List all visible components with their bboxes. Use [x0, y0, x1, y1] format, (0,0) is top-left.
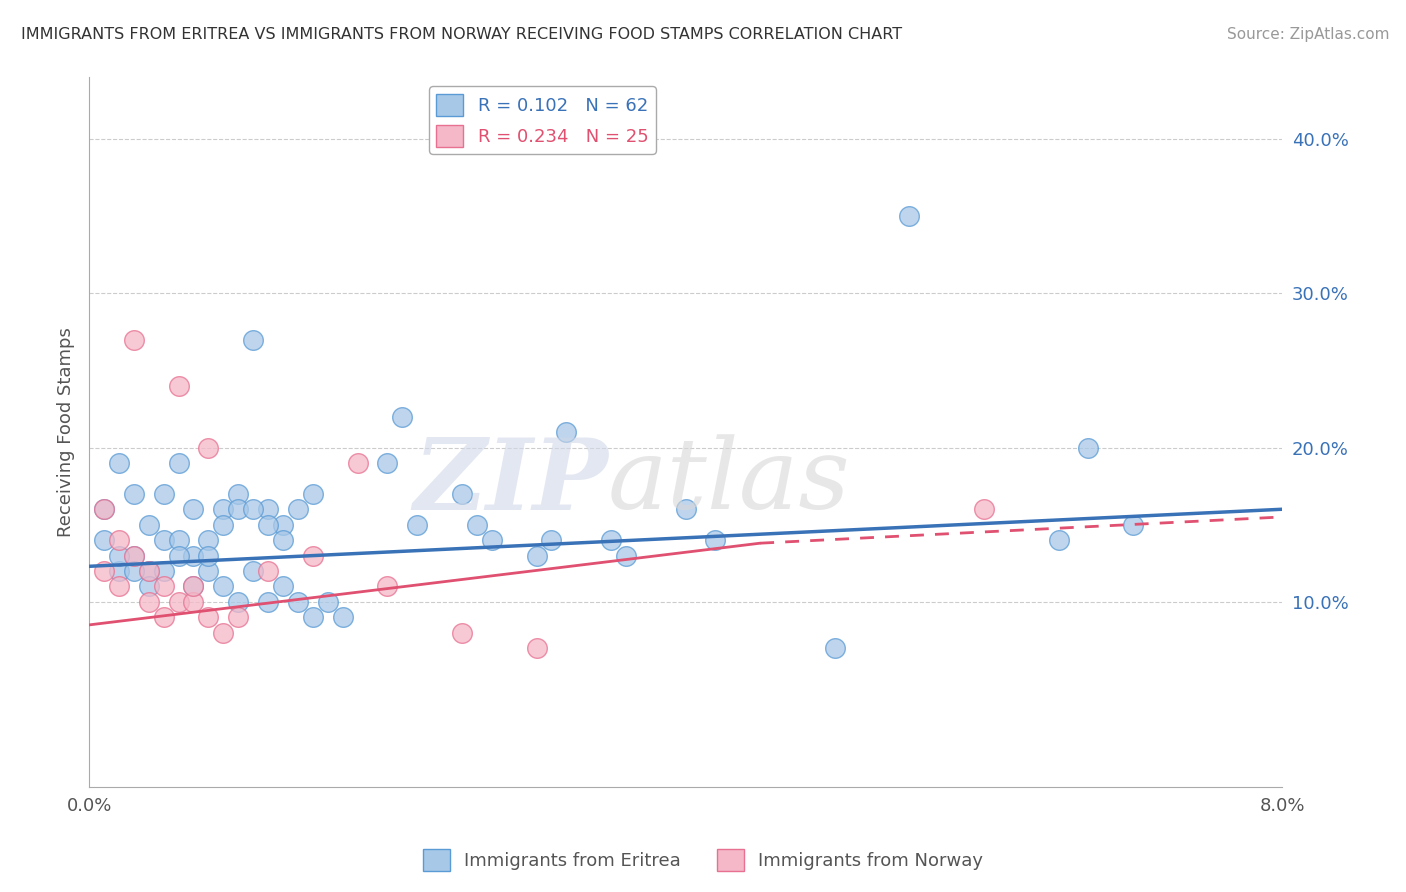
Point [93, 533, 115, 547]
Point [108, 549, 131, 563]
Point [183, 549, 205, 563]
Point [973, 502, 995, 516]
Point [197, 441, 219, 455]
Point [108, 533, 131, 547]
Point [167, 533, 190, 547]
Point [406, 517, 429, 532]
Point [183, 595, 205, 609]
Point [183, 502, 205, 516]
Point [287, 595, 309, 609]
Text: ZIP: ZIP [413, 434, 607, 530]
Point [122, 564, 145, 578]
Point [287, 502, 309, 516]
Point [540, 533, 562, 547]
Point [600, 533, 623, 547]
Point [242, 333, 264, 347]
Point [898, 209, 921, 223]
Legend: R = 0.102   N = 62, R = 0.234   N = 25: R = 0.102 N = 62, R = 0.234 N = 25 [429, 87, 655, 154]
Point [271, 517, 294, 532]
Point [122, 487, 145, 501]
Text: IMMIGRANTS FROM ERITREA VS IMMIGRANTS FROM NORWAY RECEIVING FOOD STAMPS CORRELAT: IMMIGRANTS FROM ERITREA VS IMMIGRANTS FR… [21, 27, 903, 42]
Point [704, 533, 727, 547]
Point [346, 456, 368, 470]
Point [108, 456, 131, 470]
Point [167, 456, 190, 470]
Point [332, 610, 354, 624]
Point [316, 595, 339, 609]
Point [152, 487, 174, 501]
Point [481, 533, 503, 547]
Point [391, 409, 413, 424]
Legend: Immigrants from Eritrea, Immigrants from Norway: Immigrants from Eritrea, Immigrants from… [415, 842, 991, 879]
Point [226, 487, 249, 501]
Point [301, 610, 323, 624]
Point [1047, 533, 1070, 547]
Point [212, 502, 235, 516]
Point [152, 610, 174, 624]
Point [152, 533, 174, 547]
Point [197, 610, 219, 624]
Point [555, 425, 578, 439]
Point [257, 595, 280, 609]
Point [93, 564, 115, 578]
Point [93, 502, 115, 516]
Point [301, 549, 323, 563]
Point [377, 579, 399, 593]
Point [167, 595, 190, 609]
Point [226, 610, 249, 624]
Point [242, 564, 264, 578]
Point [242, 502, 264, 516]
Point [257, 517, 280, 532]
Point [152, 579, 174, 593]
Point [1122, 517, 1144, 532]
Point [301, 487, 323, 501]
Point [257, 564, 280, 578]
Point [93, 502, 115, 516]
Point [167, 549, 190, 563]
Point [377, 456, 399, 470]
Point [212, 625, 235, 640]
Point [138, 517, 160, 532]
Point [614, 549, 637, 563]
Point [257, 502, 280, 516]
Point [197, 533, 219, 547]
Point [526, 549, 548, 563]
Point [212, 517, 235, 532]
Point [138, 579, 160, 593]
Point [271, 533, 294, 547]
Point [152, 564, 174, 578]
Point [824, 641, 846, 656]
Point [138, 595, 160, 609]
Point [122, 549, 145, 563]
Point [122, 333, 145, 347]
Point [183, 579, 205, 593]
Point [197, 549, 219, 563]
Point [226, 595, 249, 609]
Point [167, 379, 190, 393]
Point [212, 579, 235, 593]
Text: atlas: atlas [607, 434, 851, 530]
Point [675, 502, 697, 516]
Point [108, 579, 131, 593]
Point [451, 625, 474, 640]
Point [122, 549, 145, 563]
Point [271, 579, 294, 593]
Y-axis label: Receiving Food Stamps: Receiving Food Stamps [58, 327, 75, 537]
Point [138, 564, 160, 578]
Point [138, 564, 160, 578]
Point [197, 564, 219, 578]
Point [451, 487, 474, 501]
Point [465, 517, 488, 532]
Point [108, 564, 131, 578]
Point [226, 502, 249, 516]
Point [1077, 441, 1099, 455]
Point [526, 641, 548, 656]
Point [183, 579, 205, 593]
Text: Source: ZipAtlas.com: Source: ZipAtlas.com [1226, 27, 1389, 42]
